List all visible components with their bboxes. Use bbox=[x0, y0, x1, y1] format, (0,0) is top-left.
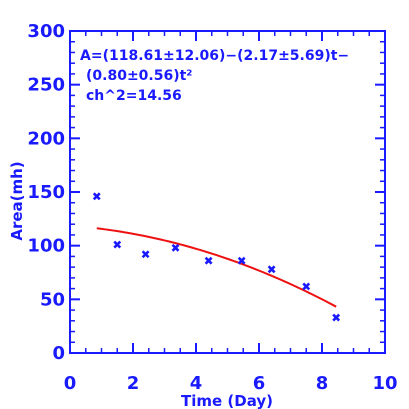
y-tick-label: 250 bbox=[27, 75, 65, 96]
x-tick-label: 10 bbox=[372, 373, 397, 394]
x-tick-label: 2 bbox=[127, 373, 140, 394]
data-points bbox=[92, 192, 341, 322]
data-point bbox=[267, 265, 276, 274]
data-point bbox=[171, 243, 180, 252]
fit-layer bbox=[96, 227, 337, 308]
data-point bbox=[113, 240, 122, 249]
fit-curve bbox=[96, 227, 337, 308]
y-tick-label: 100 bbox=[27, 236, 65, 257]
data-point bbox=[92, 192, 101, 201]
x-axis-title: Time (Day) bbox=[181, 392, 273, 409]
data-point bbox=[302, 282, 311, 291]
data-point bbox=[237, 256, 246, 265]
data-point bbox=[204, 256, 213, 265]
y-tick-label: 300 bbox=[27, 21, 65, 42]
x-tick-label: 8 bbox=[316, 373, 329, 394]
x-tick-label: 6 bbox=[253, 373, 266, 394]
fit-equation-line-1: A=(118.61±12.06)−(2.17±5.69)t− bbox=[80, 48, 349, 64]
chi-square-value: ch^2=14.56 bbox=[86, 88, 182, 104]
fit-equation-line-2: (0.80±0.56)t² bbox=[86, 68, 192, 84]
data-point bbox=[332, 313, 341, 322]
y-tick-label: 150 bbox=[27, 182, 65, 203]
x-tick-label: 0 bbox=[64, 373, 77, 394]
y-tick-label: 200 bbox=[27, 128, 65, 149]
x-tick-label: 4 bbox=[190, 373, 203, 394]
y-tick-label: 50 bbox=[40, 289, 65, 310]
y-axis-title: Area(mh) bbox=[8, 161, 26, 240]
y-tick-label: 0 bbox=[52, 343, 65, 364]
ticks bbox=[69, 30, 386, 354]
data-point bbox=[141, 250, 150, 259]
